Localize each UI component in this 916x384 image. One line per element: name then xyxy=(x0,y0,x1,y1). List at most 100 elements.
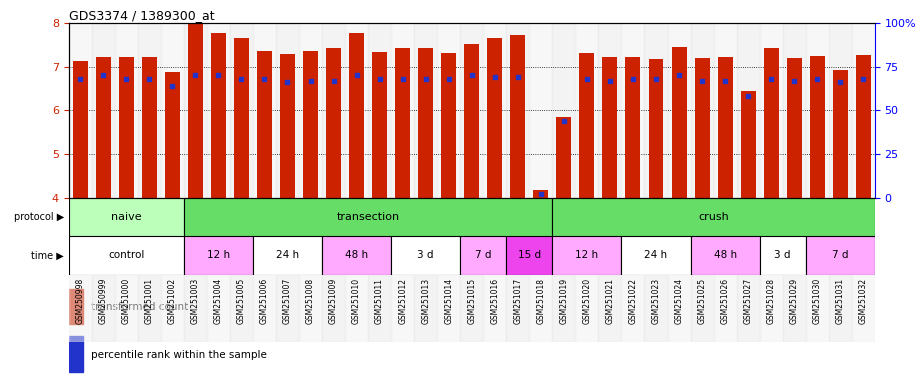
Bar xyxy=(299,275,322,342)
Text: GSM251003: GSM251003 xyxy=(191,278,200,324)
Bar xyxy=(142,57,157,198)
Bar xyxy=(92,275,114,342)
Text: 7 d: 7 d xyxy=(475,250,492,260)
Bar xyxy=(671,47,686,198)
Bar xyxy=(391,23,414,198)
Bar xyxy=(833,70,847,198)
Text: GSM251009: GSM251009 xyxy=(329,278,338,324)
Bar xyxy=(484,23,507,198)
Text: 24 h: 24 h xyxy=(276,250,299,260)
Bar xyxy=(829,275,852,342)
Bar xyxy=(368,275,391,342)
Text: GSM251030: GSM251030 xyxy=(812,278,822,324)
Bar xyxy=(253,23,276,198)
Bar xyxy=(114,23,137,198)
Bar xyxy=(326,48,341,198)
Bar xyxy=(230,275,253,342)
Text: GSM251012: GSM251012 xyxy=(398,278,407,324)
Bar xyxy=(414,275,437,342)
Text: 3 d: 3 d xyxy=(418,250,434,260)
Text: 48 h: 48 h xyxy=(714,250,736,260)
Bar xyxy=(184,236,253,275)
Bar xyxy=(460,23,484,198)
Text: GSM251005: GSM251005 xyxy=(237,278,245,324)
Text: 24 h: 24 h xyxy=(645,250,668,260)
Text: GSM251013: GSM251013 xyxy=(421,278,431,324)
Text: GSM251025: GSM251025 xyxy=(698,278,706,324)
Bar xyxy=(69,23,92,198)
Bar xyxy=(645,23,668,198)
Bar xyxy=(211,33,226,198)
Text: GSM251031: GSM251031 xyxy=(835,278,845,324)
Bar xyxy=(257,51,272,198)
Bar xyxy=(668,23,691,198)
Bar xyxy=(322,236,391,275)
Bar xyxy=(736,275,759,342)
Bar xyxy=(552,23,575,198)
Bar xyxy=(72,61,88,198)
Text: GSM250998: GSM250998 xyxy=(76,278,84,324)
Bar xyxy=(464,45,479,198)
Bar xyxy=(552,275,575,342)
Bar xyxy=(184,23,207,198)
Text: GSM251015: GSM251015 xyxy=(467,278,476,324)
Bar xyxy=(119,57,134,198)
Bar xyxy=(345,275,368,342)
Text: GSM251021: GSM251021 xyxy=(605,278,615,324)
Bar xyxy=(529,275,552,342)
Bar xyxy=(829,23,852,198)
Bar xyxy=(507,23,529,198)
Bar xyxy=(234,38,249,198)
Bar xyxy=(626,57,640,198)
Bar xyxy=(598,275,621,342)
Bar xyxy=(649,59,663,198)
Bar xyxy=(691,275,714,342)
Text: GSM251018: GSM251018 xyxy=(537,278,545,324)
Bar xyxy=(645,275,668,342)
Bar xyxy=(391,236,460,275)
Bar xyxy=(598,23,621,198)
Bar xyxy=(852,23,875,198)
Bar xyxy=(207,275,230,342)
Bar xyxy=(782,275,806,342)
Text: GSM251014: GSM251014 xyxy=(444,278,453,324)
Bar xyxy=(556,118,572,198)
Bar xyxy=(92,23,114,198)
Bar xyxy=(460,275,484,342)
Bar xyxy=(253,275,276,342)
Bar xyxy=(759,275,782,342)
Text: transection: transection xyxy=(336,212,399,222)
Bar xyxy=(395,48,410,198)
Bar xyxy=(575,275,598,342)
Bar xyxy=(668,275,691,342)
Bar xyxy=(276,23,299,198)
Text: time ▶: time ▶ xyxy=(31,250,64,260)
Bar xyxy=(419,48,433,198)
Bar xyxy=(96,57,111,198)
Bar xyxy=(856,55,871,198)
Bar xyxy=(533,190,549,198)
Text: naive: naive xyxy=(111,212,142,222)
Bar xyxy=(161,275,184,342)
Text: GSM251017: GSM251017 xyxy=(513,278,522,324)
Text: GSM251032: GSM251032 xyxy=(859,278,867,324)
Bar xyxy=(137,275,161,342)
Text: GSM251027: GSM251027 xyxy=(744,278,753,324)
Bar xyxy=(137,23,161,198)
Bar xyxy=(391,275,414,342)
Bar xyxy=(806,23,829,198)
Bar xyxy=(507,275,529,342)
Bar xyxy=(714,23,736,198)
Bar xyxy=(114,275,137,342)
Bar xyxy=(507,236,552,275)
Bar xyxy=(552,198,875,236)
Bar xyxy=(165,72,180,198)
Bar xyxy=(345,23,368,198)
Bar xyxy=(691,23,714,198)
Bar xyxy=(442,53,456,198)
Bar xyxy=(368,23,391,198)
Bar xyxy=(188,24,202,198)
Text: GSM251026: GSM251026 xyxy=(721,278,729,324)
Bar xyxy=(714,275,736,342)
Text: 48 h: 48 h xyxy=(345,250,368,260)
